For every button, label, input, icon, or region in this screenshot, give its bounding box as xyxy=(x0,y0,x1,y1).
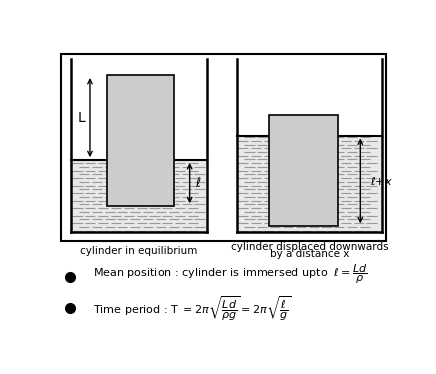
Text: cylinder in equilibrium: cylinder in equilibrium xyxy=(80,246,198,256)
Bar xyxy=(72,160,207,232)
Text: $\ell$: $\ell$ xyxy=(195,176,201,190)
Bar xyxy=(269,136,338,226)
Bar xyxy=(107,75,174,206)
Bar xyxy=(237,136,382,232)
Text: $\ell$+x: $\ell$+x xyxy=(371,175,393,187)
Text: by a distance x: by a distance x xyxy=(270,249,349,259)
Text: Mean position : cylinder is immersed upto  $\ell = \dfrac{Ld}{\rho}$: Mean position : cylinder is immersed upt… xyxy=(93,262,368,286)
Text: cylinder displaced downwards: cylinder displaced downwards xyxy=(231,242,388,252)
Bar xyxy=(61,53,385,241)
Bar xyxy=(107,160,174,206)
Bar xyxy=(269,116,338,226)
Text: L: L xyxy=(78,111,85,125)
Text: Time period : T $= 2\pi\sqrt{\dfrac{Ld}{\rho g}} = 2\pi\sqrt{\dfrac{\ell}{g}}$: Time period : T $= 2\pi\sqrt{\dfrac{Ld}{… xyxy=(93,294,292,323)
